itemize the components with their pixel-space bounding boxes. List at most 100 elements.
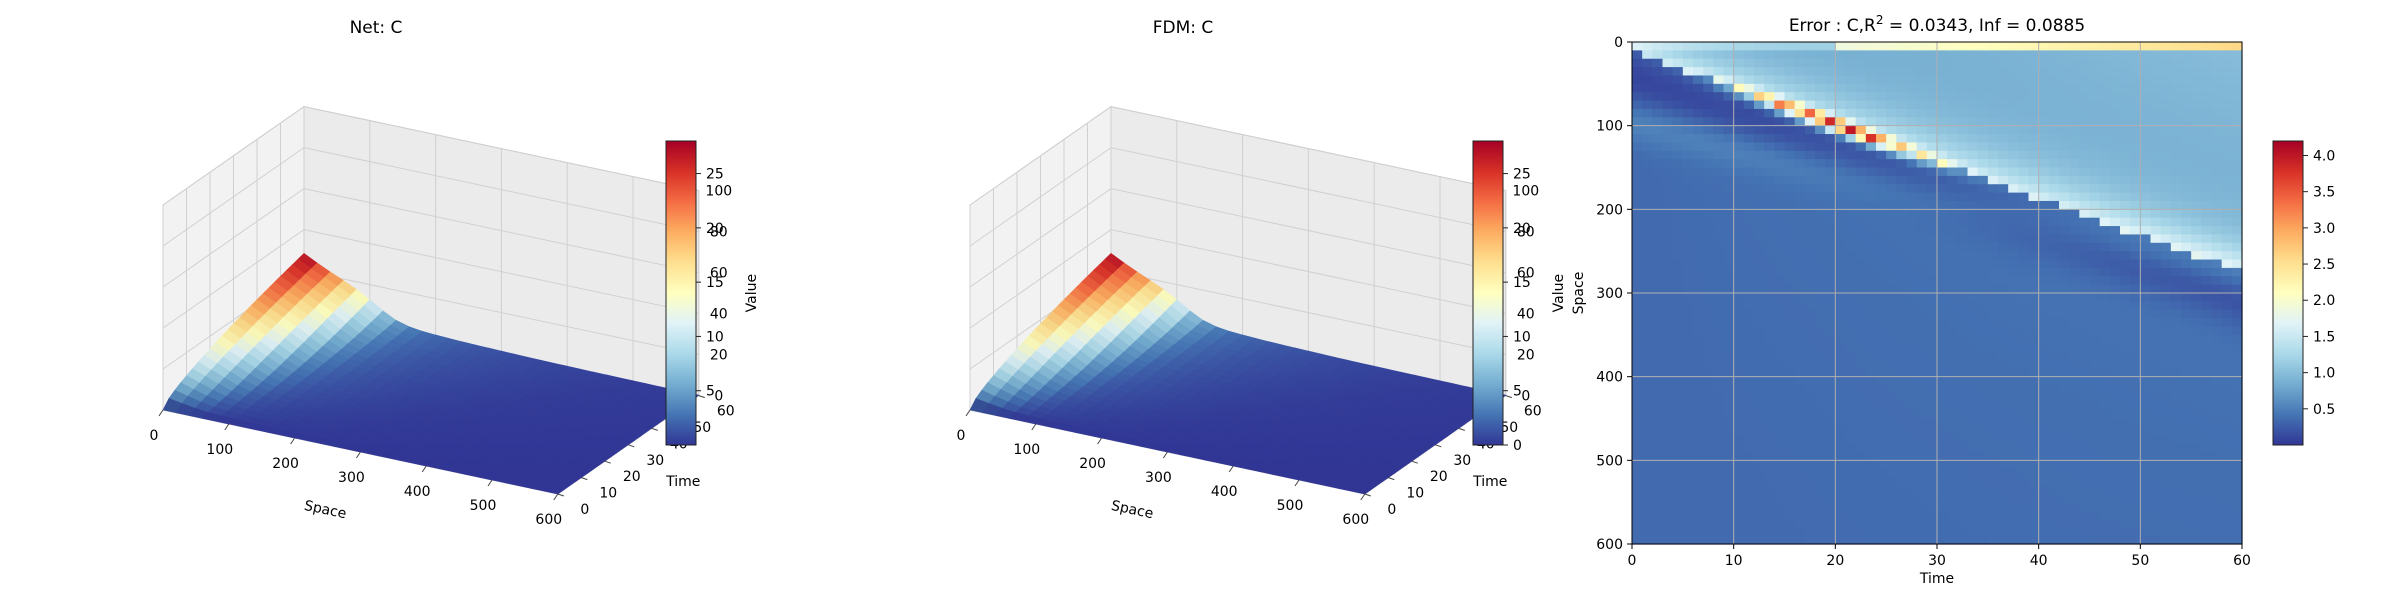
z-tick-label: 60 — [1517, 266, 1535, 282]
heatmap-cell — [1906, 209, 1918, 219]
heatmap-cell — [1743, 527, 1755, 537]
heatmap-cell — [1886, 184, 1897, 194]
heatmap-cell — [1967, 100, 1979, 110]
heatmap-cell — [1713, 460, 1725, 470]
heatmap-cell — [1845, 100, 1857, 110]
heatmap-cell — [1916, 75, 1928, 85]
heatmap-cell — [2018, 259, 2030, 269]
heatmap-cell — [1896, 92, 1908, 102]
heatmap-cell — [1865, 351, 1877, 361]
heatmap-cell — [2140, 217, 2152, 227]
heatmap-cell — [2201, 209, 2213, 219]
surface-patch — [543, 486, 565, 495]
heatmap-cell — [1703, 451, 1714, 461]
heatmap-cell — [1682, 493, 1694, 503]
heatmap-cell — [1764, 217, 1775, 227]
heatmap-cell — [1886, 485, 1897, 495]
heatmap-cell — [2018, 518, 2030, 528]
heatmap-cell — [1713, 435, 1725, 445]
heatmap-cell — [2150, 83, 2162, 93]
heatmap-cell — [1845, 67, 1857, 77]
heatmap-cell — [2150, 309, 2162, 319]
heatmap-cell — [1967, 125, 1979, 135]
heatmap-cell — [1723, 92, 1735, 102]
heatmap-cell — [1723, 318, 1735, 328]
heatmap-cell — [1845, 376, 1857, 386]
heatmap-cell — [1652, 468, 1664, 478]
heatmap-cell — [1743, 117, 1755, 127]
heatmap-cell — [2201, 276, 2213, 286]
heatmap-cell — [2028, 167, 2040, 177]
heatmap-cell — [1713, 293, 1725, 302]
heatmap-cell — [1926, 159, 1938, 169]
heatmap-cell — [2069, 167, 2080, 177]
heatmap-cell — [1804, 175, 1816, 185]
heatmap-cell — [1723, 334, 1735, 344]
heatmap-cell — [1937, 209, 1948, 219]
heatmap-cell — [1723, 75, 1735, 85]
heatmap-cell — [1835, 234, 1847, 244]
heatmap-cell — [1703, 267, 1714, 277]
heatmap-cell — [2099, 401, 2111, 411]
heatmap-cell — [2150, 326, 2162, 336]
heatmap-cell — [1754, 134, 1765, 143]
heatmap-cell — [1632, 410, 1643, 420]
heatmap-cell — [2099, 435, 2111, 445]
heatmap-cell — [1682, 125, 1694, 135]
heatmap-cell — [1998, 276, 2009, 286]
heatmap-cell — [1794, 468, 1806, 478]
heatmap-cell — [1632, 159, 1643, 169]
heatmap-cell — [2140, 385, 2152, 394]
heatmap-cell — [1713, 284, 1725, 294]
heatmap-cell — [1865, 83, 1877, 93]
heatmap-cell — [1682, 351, 1694, 361]
heatmap-cell — [2069, 460, 2080, 470]
heatmap-cell — [1713, 117, 1725, 127]
heatmap-cell — [2008, 251, 2019, 261]
heatmap-cell — [1906, 159, 1918, 169]
heatmap-cell — [1937, 451, 1948, 461]
heatmap-cell — [2048, 343, 2060, 353]
heatmap-cell — [1682, 435, 1694, 445]
heatmap-cell — [1723, 276, 1735, 286]
heatmap-cell — [1977, 125, 1989, 135]
heatmap-cell — [1835, 192, 1847, 202]
heatmap-cell — [1896, 251, 1908, 261]
heatmap-cell — [1937, 92, 1948, 102]
heatmap-cell — [2059, 343, 2070, 353]
heatmap-cell — [1937, 226, 1948, 236]
heatmap-cell — [1794, 418, 1806, 428]
heatmap-cell — [1845, 92, 1857, 102]
heatmap-cell — [1764, 435, 1775, 445]
heatmap-cell — [2028, 385, 2040, 394]
heatmap-cell — [1977, 527, 1989, 537]
heatmap-cell — [2038, 301, 2050, 311]
heatmap-cell — [2069, 42, 2080, 51]
heatmap-cell — [1723, 460, 1735, 470]
heatmap-cell — [1693, 418, 1704, 428]
heatmap-cell — [2130, 293, 2141, 302]
heatmap-cell — [1733, 527, 1745, 537]
heatmap-cell — [2140, 42, 2152, 51]
heatmap-cell — [1855, 251, 1867, 261]
heatmap-cell — [1876, 401, 1887, 411]
heatmap-cell — [1865, 477, 1877, 487]
x-tick-label: 100 — [206, 442, 233, 458]
heatmap-cell — [1682, 318, 1694, 328]
heatmap-cell — [1947, 276, 1958, 286]
heatmap-cell — [1926, 426, 1938, 436]
heatmap-cell — [2191, 217, 2202, 227]
heatmap-cell — [2079, 134, 2091, 143]
heatmap-cell — [1642, 192, 1653, 202]
heatmap-cell — [1926, 108, 1938, 118]
heatmap-cell — [1916, 393, 1928, 403]
heatmap-cell — [1774, 410, 1786, 420]
heatmap-cell — [1774, 134, 1786, 143]
heatmap-cell — [1916, 92, 1928, 102]
heatmap-cell — [1865, 518, 1877, 528]
heatmap-cell — [1906, 67, 1918, 77]
heatmap-cell — [1998, 510, 2009, 520]
y-tick-label: 30 — [1453, 453, 1471, 469]
heatmap-cell — [2079, 334, 2091, 344]
heatmap-cell — [1754, 318, 1765, 328]
